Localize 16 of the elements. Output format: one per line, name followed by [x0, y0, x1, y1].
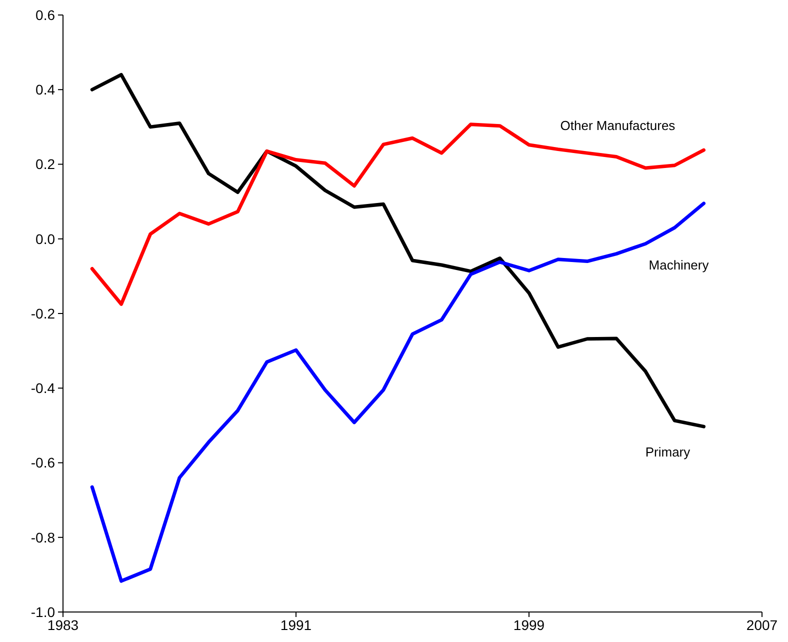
- y-tick-label: -0.8: [30, 529, 56, 546]
- y-tick-label: 0.6: [36, 6, 56, 23]
- x-tick-label: 1983: [47, 617, 79, 633]
- y-tick-label: 0.0: [36, 230, 56, 247]
- x-tick-label: 2007: [746, 617, 778, 633]
- y-tick-label: -0.2: [30, 305, 56, 322]
- y-tick-label: 0.4: [36, 82, 56, 98]
- series-label: Machinery: [648, 257, 710, 272]
- series-label: Other Manufactures: [560, 118, 676, 134]
- x-tick-label: 1991: [280, 617, 312, 633]
- y-tick-label: -1.0: [30, 604, 56, 620]
- y-tick-label: -0.4: [30, 380, 56, 396]
- series-label: Primary: [645, 444, 691, 460]
- y-tick-label: 0.2: [36, 156, 56, 172]
- x-tick-label: 1999: [513, 617, 545, 633]
- y-tick-label: -0.6: [30, 454, 56, 471]
